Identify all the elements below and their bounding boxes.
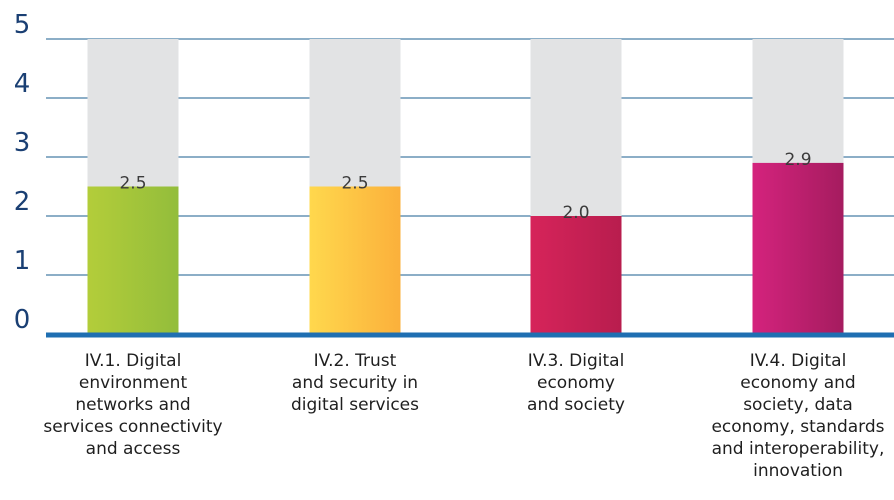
category-label: IV.2. Trust and security in digital servic… — [291, 351, 419, 415]
y-tick-label: 5 — [14, 10, 31, 40]
data-label: 2.5 — [119, 174, 146, 194]
bar — [87, 186, 179, 334]
bar — [752, 162, 844, 334]
category-label: IV.1. Digital environment networks and serv… — [43, 351, 222, 459]
category-label: IV.3. Digital economy and society — [527, 351, 625, 415]
category-labels: IV.1. Digital environment networks and serv… — [43, 351, 884, 481]
y-tick-label: 1 — [14, 246, 31, 276]
bars — [87, 39, 844, 334]
data-label: 2.9 — [784, 150, 811, 170]
data-labels: 2.5 2.5 2.0 2.9 — [119, 150, 811, 223]
y-tick-label: 3 — [14, 128, 31, 158]
data-label: 2.5 — [341, 174, 368, 194]
category-label: IV.4. Digital economy and society, data eco… — [711, 351, 884, 481]
y-tick-label: 4 — [14, 69, 31, 99]
data-label: 2.0 — [562, 203, 589, 223]
y-axis-ticks: 0 1 2 3 4 5 — [14, 10, 31, 335]
y-tick-label: 2 — [14, 187, 31, 217]
bar — [309, 186, 401, 334]
y-tick-label: 0 — [14, 305, 31, 335]
bar — [530, 216, 622, 334]
